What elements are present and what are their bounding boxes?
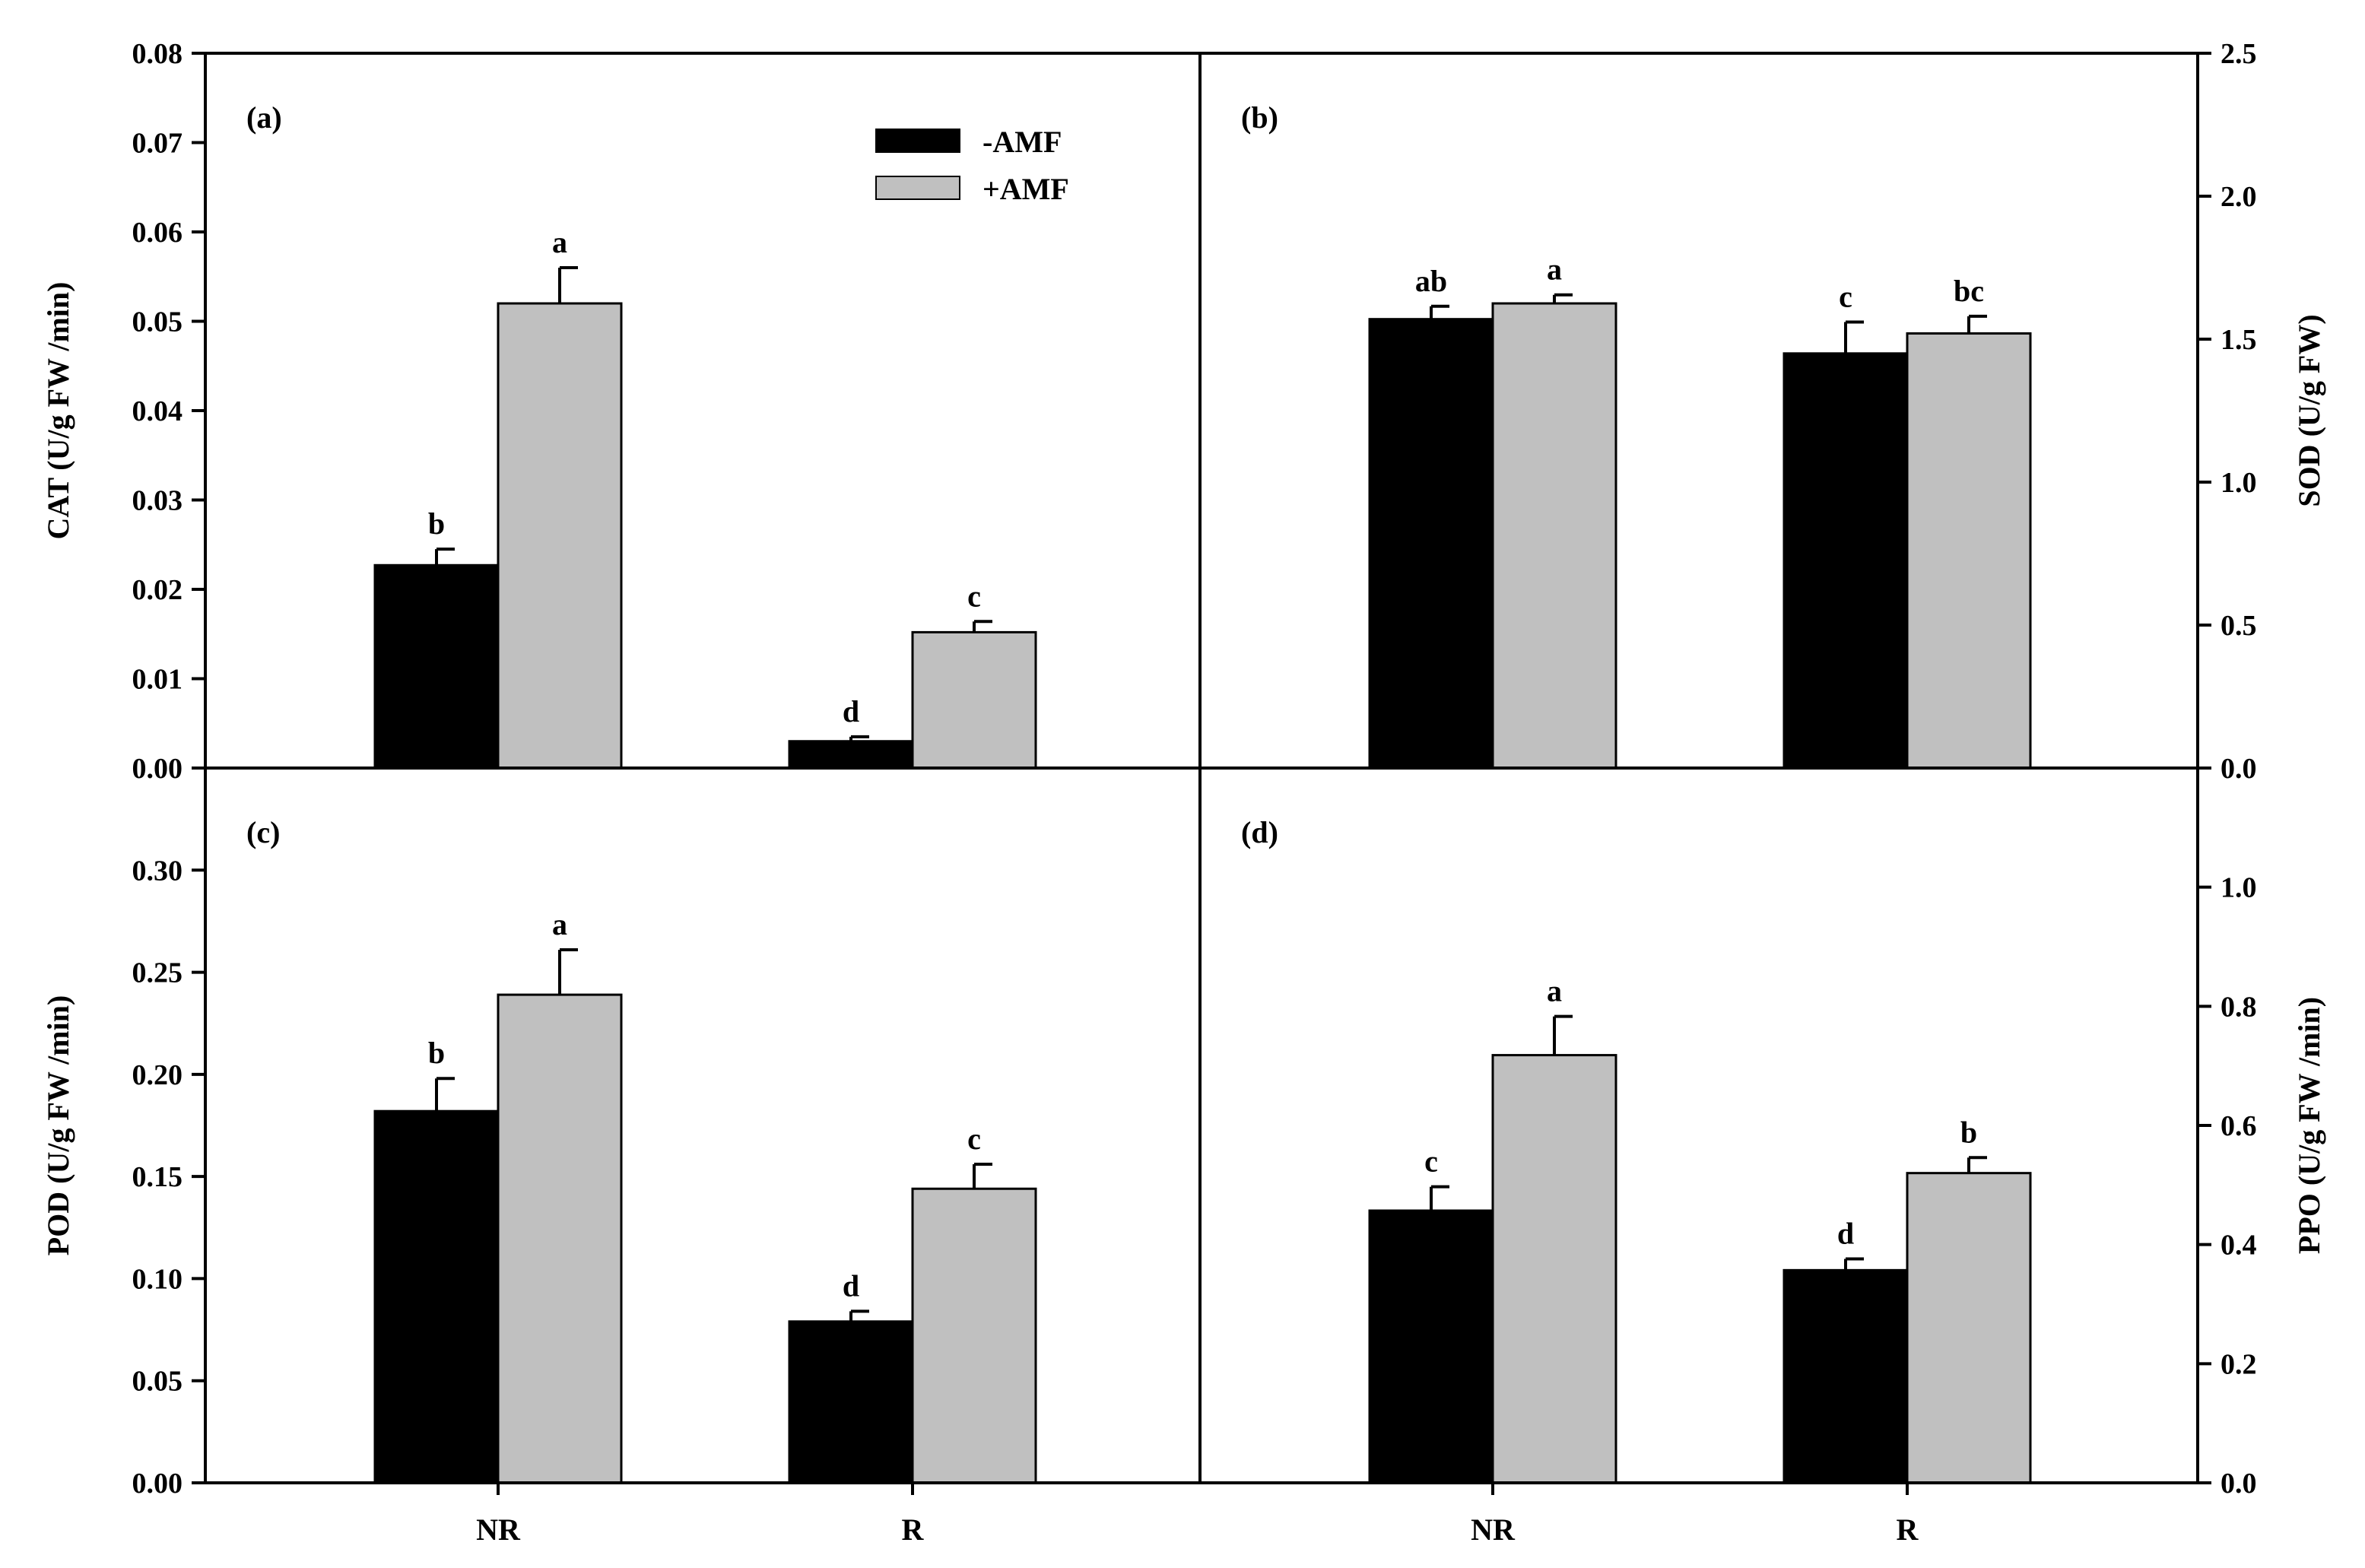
y-tick-label: 0.5 xyxy=(2221,610,2257,642)
bar-plus-amf-r xyxy=(1906,332,2032,770)
y-tick-label: 0.15 xyxy=(132,1161,183,1193)
significance-letter: b xyxy=(428,1036,445,1070)
panel-label: (b) xyxy=(1241,100,1278,135)
bar-minus-amf-nr xyxy=(373,1109,500,1484)
y-tick-label: 0.30 xyxy=(132,855,183,887)
y-tick-label: 2.0 xyxy=(2221,181,2257,213)
y-tick-label: 0.07 xyxy=(132,128,183,160)
significance-letter: bc xyxy=(1954,274,1984,308)
bar-plus-amf-r xyxy=(911,630,1037,770)
significance-letter: c xyxy=(967,1122,981,1156)
y-tick-label: 0.04 xyxy=(132,395,183,427)
y-tick-label: 0.10 xyxy=(132,1263,183,1295)
y-tick-label: 0.8 xyxy=(2221,991,2257,1023)
significance-letter: c xyxy=(967,579,981,613)
bar-minus-amf-nr xyxy=(373,563,500,770)
y-tick-label: 0.0 xyxy=(2221,753,2257,785)
y-tick-label: 0.2 xyxy=(2221,1348,2257,1380)
x-category-label: NR xyxy=(1471,1512,1516,1547)
significance-letter: a xyxy=(1547,974,1562,1008)
legend-swatch-plus-amf xyxy=(875,176,960,200)
bar-minus-amf-r xyxy=(788,740,914,770)
legend-label-plus-amf: +AMF xyxy=(983,172,1069,206)
y-tick-label: 0.00 xyxy=(132,1468,183,1500)
bar-plus-amf-nr xyxy=(1491,302,1617,770)
y-tick-label: 0.01 xyxy=(132,664,183,696)
bar-plus-amf-nr xyxy=(1491,1054,1617,1484)
y-tick-label: 0.05 xyxy=(132,1366,183,1398)
bar-plus-amf-nr xyxy=(497,993,623,1484)
y-tick-label: 0.6 xyxy=(2221,1110,2257,1142)
y-tick-label: 0.08 xyxy=(132,38,183,70)
bar-minus-amf-r xyxy=(1782,352,1909,770)
significance-letter: a xyxy=(552,225,567,259)
significance-letter: d xyxy=(1837,1216,1854,1250)
panel-c: (c) 0.00 0.05 0.10 0.15 0.20 0.25 0.30 POD (U/g … xyxy=(41,815,1037,1547)
panel-b: (b) 0.0 0.5 1.0 1.5 2.0 2.5 SOD (U/g FW) ab a c bc xyxy=(1241,38,2326,785)
significance-letter: a xyxy=(1547,252,1562,287)
legend-label-minus-amf: -AMF xyxy=(983,125,1062,159)
y-tick-label: 0.20 xyxy=(132,1059,183,1091)
significance-letter: c xyxy=(1839,279,1852,313)
significance-letter: d xyxy=(843,694,859,728)
frames-layer xyxy=(204,52,2199,1484)
bar-plus-amf-r xyxy=(911,1187,1037,1484)
y-axis-title: CAT (U/g FW /min) xyxy=(41,282,75,540)
y-axis-title: PPO (U/g FW /min) xyxy=(2292,997,2326,1254)
y-tick-label: 0.02 xyxy=(132,574,183,606)
y-tick-label: 0.03 xyxy=(132,485,183,517)
x-category-label: NR xyxy=(476,1512,521,1547)
y-tick-label: 0.4 xyxy=(2221,1230,2257,1262)
bar-minus-amf-nr xyxy=(1368,1209,1494,1484)
y-axis-title: POD (U/g FW /min) xyxy=(41,995,75,1256)
bar-minus-amf-r xyxy=(788,1320,914,1484)
x-category-label: R xyxy=(1897,1512,1919,1547)
panel-label: (c) xyxy=(246,815,280,849)
y-axis-title: SOD (U/g FW) xyxy=(2292,314,2326,506)
significance-letter: b xyxy=(1960,1115,1977,1149)
legend-swatch-minus-amf xyxy=(875,129,960,153)
bar-plus-amf-r xyxy=(1906,1172,2032,1484)
bar-plus-amf-nr xyxy=(497,302,623,770)
y-tick-label: 0.0 xyxy=(2221,1468,2257,1500)
y-tick-label: 1.0 xyxy=(2221,872,2257,904)
bar-minus-amf-r xyxy=(1782,1268,1909,1484)
y-tick-label: 0.25 xyxy=(132,957,183,989)
panel-label: (d) xyxy=(1241,815,1278,849)
panel-label: (a) xyxy=(246,100,282,135)
y-tick-label: 0.00 xyxy=(132,753,183,785)
y-tick-label: 0.06 xyxy=(132,217,183,249)
significance-letter: a xyxy=(552,907,567,941)
panels-layer: (a) 0.00 0.01 0.02 0.03 0.04 0.05 0.06 0.07 0.08 C… xyxy=(41,38,2326,1547)
y-tick-label: 0.05 xyxy=(132,306,183,338)
x-category-label: R xyxy=(902,1512,925,1547)
panel-d: (d) 0.0 0.2 0.4 0.6 0.8 1.0 PPO (U/g FW /min) c a… xyxy=(1241,815,2326,1547)
y-tick-label: 2.5 xyxy=(2221,38,2257,70)
significance-letter: c xyxy=(1424,1144,1438,1179)
legend: -AMF +AMF xyxy=(875,125,1069,206)
significance-letter: d xyxy=(843,1268,859,1303)
significance-letter: b xyxy=(428,506,445,541)
y-tick-label: 1.0 xyxy=(2221,467,2257,499)
significance-letter: ab xyxy=(1415,264,1447,298)
bar-minus-amf-nr xyxy=(1368,318,1494,770)
y-tick-label: 1.5 xyxy=(2221,324,2257,356)
panel-a: (a) 0.00 0.01 0.02 0.03 0.04 0.05 0.06 0.07 0.08 C… xyxy=(41,38,1037,785)
